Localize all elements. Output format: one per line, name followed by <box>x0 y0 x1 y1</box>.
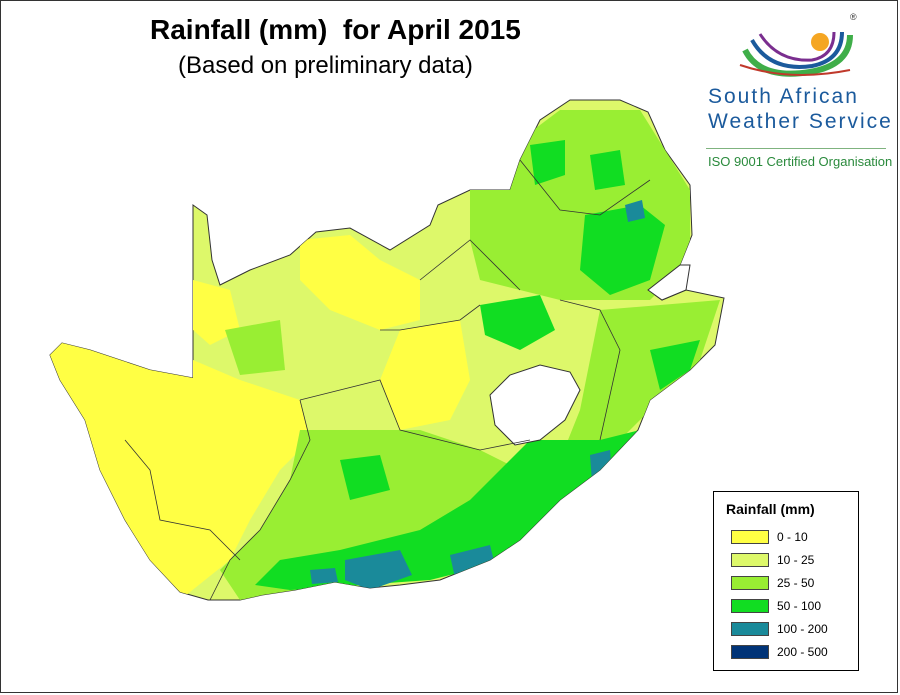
legend-item-100-200: 100 - 200 <box>731 622 851 638</box>
legend-item-25-50: 25 - 50 <box>731 576 851 592</box>
saws-emblem-icon <box>739 31 853 77</box>
rainfall-zone-50-100-gauteng <box>480 295 555 350</box>
legend-item-200-500: 200 - 500 <box>731 645 851 661</box>
logo-divider <box>706 148 886 149</box>
rainfall-zone-100-200-northeast <box>625 200 645 222</box>
legend-swatch <box>731 553 769 567</box>
registered-mark: ® <box>850 12 857 22</box>
rainfall-zone-50-100-mpumalanga <box>580 205 665 295</box>
legend-item-10-25: 10 - 25 <box>731 553 851 569</box>
logo-text-line2: Weather Service <box>708 110 893 133</box>
rainfall-zone-50-100-karoo <box>340 455 390 500</box>
lesotho <box>489 364 581 446</box>
rainfall-zone-100-200-garden-route <box>310 568 338 584</box>
rainfall-zone-100-200-east-coast <box>590 450 612 482</box>
rainfall-zone-0-10-north <box>300 235 420 330</box>
rainfall-zone-50-100-limpopo <box>530 140 565 185</box>
legend-label: 0 - 10 <box>777 530 808 544</box>
rainfall-zone-25-50-central <box>225 320 285 375</box>
legend-item-50-100: 50 - 100 <box>731 599 851 615</box>
legend-label: 25 - 50 <box>777 576 815 590</box>
legend-swatch <box>731 645 769 659</box>
legend-label: 100 - 200 <box>777 622 828 636</box>
rainfall-zone-100-200-south-coast <box>345 550 412 590</box>
rainfall-zone-25-50-northeast <box>470 110 690 300</box>
legend-item-0-10: 0 - 10 <box>731 530 851 546</box>
saws-logo: ® South African Weather Service ISO 9001… <box>700 10 895 180</box>
legend-swatch <box>731 576 769 590</box>
legend: Rainfall (mm) 0 - 10 10 - 25 25 - 50 50 … <box>713 491 859 671</box>
iso-certification: ISO 9001 Certified Organisation <box>708 154 893 169</box>
legend-title: Rainfall (mm) <box>726 501 815 517</box>
rainfall-zone-0-10-nw <box>193 280 240 345</box>
rainfall-zone-25-50-east <box>560 300 720 470</box>
legend-swatch <box>731 530 769 544</box>
map-title: Rainfall (mm) for April 2015 <box>150 14 521 45</box>
legend-swatch <box>731 599 769 613</box>
province-boundaries <box>124 159 651 601</box>
legend-label: 50 - 100 <box>777 599 822 613</box>
logo-text-line1: South African <box>708 85 859 108</box>
map-subtitle: (Based on preliminary data) <box>178 52 473 79</box>
swaziland <box>647 264 691 301</box>
rainfall-zone-50-100-southeast <box>255 430 640 590</box>
legend-label: 10 - 25 <box>777 553 815 567</box>
rainfall-zone-50-100-kzn <box>650 340 700 390</box>
rainfall-zone-100-200-eastern-cape <box>450 545 495 578</box>
rainfall-zone-0-10-central <box>380 320 470 430</box>
rainfall-zone-50-100-limpopo-east <box>590 150 625 190</box>
legend-swatch <box>731 622 769 636</box>
legend-label: 200 - 500 <box>777 645 828 659</box>
